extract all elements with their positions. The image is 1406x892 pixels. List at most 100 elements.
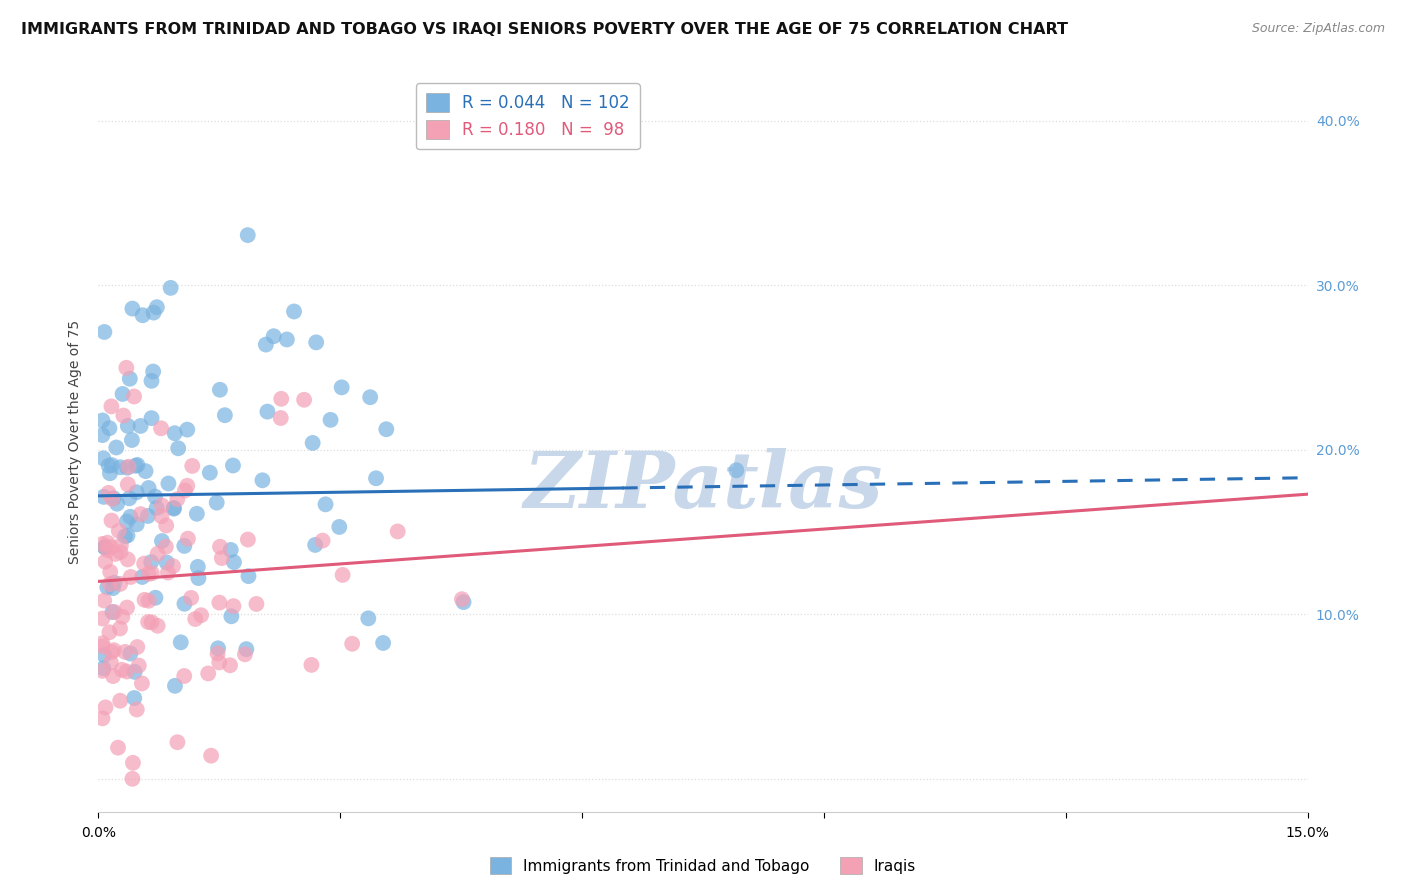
Point	[111, 609, 134, 624]
Point	[96, 580, 118, 594]
Point	[236, 228, 259, 243]
Point	[129, 507, 152, 521]
Point	[187, 571, 209, 585]
Point	[97, 486, 120, 500]
Point	[186, 507, 208, 521]
Point	[98, 421, 121, 435]
Point	[122, 389, 145, 403]
Point	[107, 740, 129, 755]
Point	[108, 622, 131, 636]
Point	[222, 599, 245, 614]
Point	[98, 565, 121, 579]
Point	[100, 656, 122, 670]
Point	[142, 365, 165, 379]
Point	[245, 597, 267, 611]
Point	[97, 543, 120, 558]
Point	[208, 656, 231, 670]
Point	[283, 304, 305, 318]
Point	[98, 467, 121, 481]
Point	[198, 466, 221, 480]
Point	[190, 608, 212, 623]
Point	[453, 595, 475, 609]
Point	[105, 441, 128, 455]
Point	[177, 532, 200, 546]
Point	[359, 390, 381, 404]
Point	[141, 411, 163, 425]
Text: ZIPatlas: ZIPatlas	[523, 448, 883, 524]
Point	[136, 508, 159, 523]
Point	[138, 593, 160, 607]
Text: IMMIGRANTS FROM TRINIDAD AND TOBAGO VS IRAQI SENIORS POVERTY OVER THE AGE OF 75 : IMMIGRANTS FROM TRINIDAD AND TOBAGO VS I…	[21, 22, 1069, 37]
Point	[292, 392, 315, 407]
Point	[371, 636, 394, 650]
Point	[166, 735, 188, 749]
Point	[180, 591, 202, 605]
Y-axis label: Seniors Poverty Over the Age of 75: Seniors Poverty Over the Age of 75	[69, 319, 83, 564]
Point	[141, 555, 163, 569]
Point	[725, 463, 748, 477]
Point	[129, 419, 152, 434]
Point	[124, 458, 146, 473]
Point	[111, 663, 134, 677]
Point	[125, 702, 148, 716]
Point	[311, 533, 333, 548]
Point	[110, 577, 132, 591]
Point	[207, 647, 229, 661]
Point	[141, 615, 163, 630]
Point	[98, 577, 121, 591]
Point	[214, 408, 236, 422]
Point	[163, 500, 186, 515]
Point	[93, 325, 115, 339]
Point	[117, 418, 139, 433]
Point	[100, 540, 122, 554]
Point	[340, 637, 363, 651]
Point	[163, 679, 186, 693]
Point	[238, 569, 260, 583]
Point	[101, 605, 124, 619]
Point	[200, 748, 222, 763]
Point	[146, 619, 169, 633]
Point	[93, 451, 115, 466]
Point	[91, 413, 114, 427]
Point	[187, 559, 209, 574]
Point	[219, 658, 242, 673]
Point	[150, 421, 173, 435]
Point	[162, 559, 184, 574]
Point	[127, 458, 149, 472]
Point	[276, 333, 298, 347]
Point	[91, 640, 114, 654]
Point	[91, 664, 114, 678]
Point	[270, 411, 292, 425]
Point	[197, 666, 219, 681]
Point	[235, 642, 257, 657]
Point	[150, 534, 173, 549]
Point	[118, 491, 141, 506]
Point	[157, 476, 180, 491]
Point	[141, 374, 163, 388]
Point	[103, 643, 125, 657]
Point	[301, 436, 323, 450]
Point	[252, 473, 274, 487]
Point	[101, 491, 124, 506]
Point	[125, 485, 148, 500]
Point	[94, 700, 117, 714]
Point	[101, 458, 124, 472]
Point	[207, 641, 229, 656]
Point	[115, 600, 138, 615]
Point	[120, 509, 142, 524]
Point	[115, 460, 138, 475]
Point	[364, 471, 387, 485]
Point	[143, 490, 166, 504]
Point	[176, 479, 198, 493]
Point	[128, 658, 150, 673]
Point	[114, 529, 136, 543]
Point	[97, 458, 120, 473]
Point	[181, 458, 204, 473]
Point	[120, 647, 142, 661]
Point	[101, 669, 124, 683]
Point	[115, 360, 138, 375]
Point	[122, 756, 145, 770]
Point	[108, 694, 131, 708]
Point	[131, 308, 153, 322]
Point	[96, 535, 118, 549]
